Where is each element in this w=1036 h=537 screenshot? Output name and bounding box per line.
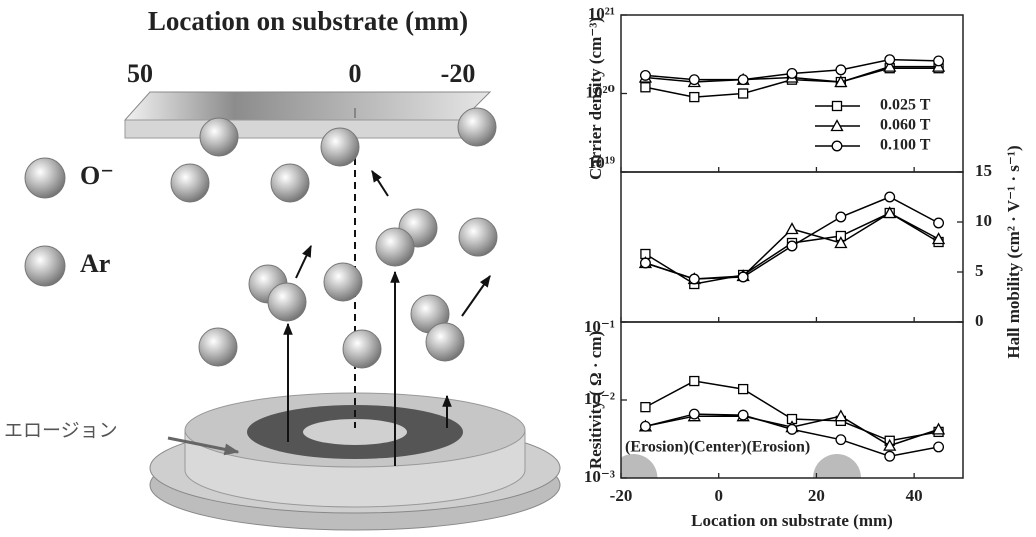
marker	[931, 422, 946, 435]
erosion-marker	[813, 454, 861, 478]
particle	[375, 227, 415, 267]
particles	[24, 107, 498, 369]
particle	[320, 127, 360, 167]
y-tick-label: 10²⁰	[585, 82, 615, 101]
marker	[639, 420, 651, 432]
marker	[884, 54, 896, 66]
marker	[835, 434, 847, 446]
marker	[786, 423, 798, 435]
x-axis-label: Location on substrate (mm)	[691, 511, 893, 530]
marker	[884, 450, 896, 462]
marker	[786, 68, 798, 79]
marker	[689, 375, 700, 387]
marker	[689, 91, 700, 103]
particle	[270, 163, 310, 203]
scale-label: 50	[127, 59, 153, 88]
target-center	[303, 419, 407, 445]
marker	[640, 82, 651, 93]
y-axis-label: Hall mobility (cm² · V⁻¹ · s⁻¹)	[1004, 145, 1023, 358]
marker	[834, 236, 848, 249]
marker	[640, 401, 651, 413]
substrate-edge	[124, 119, 463, 139]
legend-ball	[24, 157, 66, 199]
diagram: Location on substrate (mm) 50 0 -20 エロージ…	[4, 6, 561, 531]
substrate	[123, 91, 492, 121]
particle	[267, 282, 307, 322]
annotation: (Erosion)(Center)(Erosion)	[625, 439, 810, 456]
marker	[639, 257, 651, 269]
marker	[688, 74, 700, 86]
y-tick-label: 10⁻³	[584, 467, 615, 486]
particle	[198, 327, 238, 367]
legend-label: 0.100 T	[880, 137, 931, 154]
y-tick-label: 0	[975, 311, 984, 330]
arrow	[371, 169, 389, 197]
marker	[835, 64, 847, 76]
legend-label: Ar	[80, 249, 110, 278]
legend-ball	[24, 245, 66, 287]
particle	[199, 117, 239, 157]
marker	[933, 55, 945, 67]
marker	[883, 59, 897, 72]
particle	[342, 329, 382, 369]
marker	[834, 75, 848, 88]
particle	[170, 163, 210, 203]
marker	[931, 232, 946, 245]
arrow	[295, 244, 312, 279]
marker	[737, 271, 749, 283]
legend-label: 0.025 T	[880, 97, 931, 114]
x-tick-label: 20	[808, 486, 825, 505]
marker	[737, 88, 749, 99]
marker	[933, 441, 945, 453]
marker	[883, 206, 897, 219]
scale-label: 0	[349, 59, 362, 88]
particle	[457, 107, 497, 147]
marker	[785, 222, 799, 235]
y-tick-label: 10	[975, 211, 992, 230]
marker	[831, 140, 843, 152]
marker	[933, 217, 945, 229]
particle	[425, 322, 465, 362]
marker	[831, 100, 843, 112]
particle	[458, 217, 498, 257]
y-tick-label: 10²¹	[588, 4, 615, 23]
scale-label: -20	[441, 59, 476, 88]
diagram-title: Location on substrate (mm)	[148, 6, 468, 36]
marker	[688, 408, 700, 420]
erosion-label: エロージョン	[4, 420, 118, 442]
y-axis-label: Resitivity ( Ω · cm)	[586, 331, 605, 469]
marker	[883, 438, 897, 451]
y-axis-label: Carrier density (cm⁻³)	[586, 17, 605, 180]
y-tick-label: 10⁻¹	[584, 317, 615, 336]
marker	[639, 69, 651, 81]
marker	[884, 191, 896, 203]
arrow	[461, 275, 491, 317]
erosion-marker	[621, 454, 658, 478]
particle	[323, 262, 363, 302]
marker	[835, 211, 847, 223]
legend-label: 0.060 T	[880, 117, 931, 134]
y-tick-label: 10¹⁹	[588, 153, 615, 172]
marker	[786, 240, 798, 252]
marker	[830, 119, 844, 132]
marker	[834, 409, 848, 422]
marker	[737, 409, 749, 421]
marker	[737, 383, 749, 395]
erosion-pointer	[167, 436, 240, 456]
marker	[688, 273, 700, 285]
legend-label: O⁻	[80, 161, 114, 190]
x-tick-label: 40	[906, 486, 923, 505]
x-tick-label: 0	[714, 486, 723, 505]
y-tick-label: 5	[975, 261, 984, 280]
y-tick-label: 10⁻²	[584, 389, 615, 408]
marker	[737, 74, 749, 86]
x-tick-label: -20	[610, 486, 633, 505]
y-tick-label: 15	[975, 161, 992, 180]
